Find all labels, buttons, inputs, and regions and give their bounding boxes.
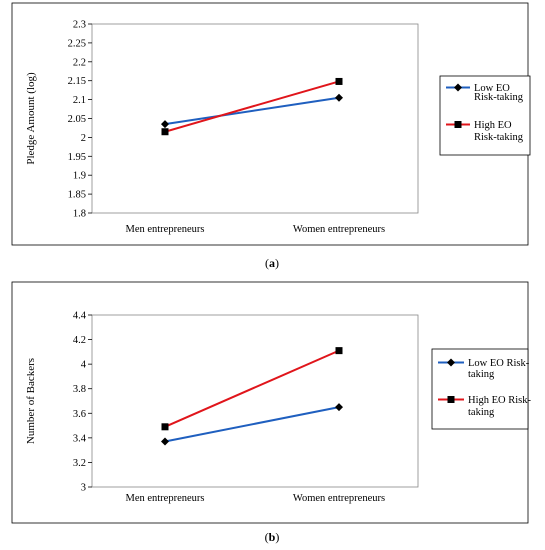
legend-label: taking	[468, 407, 495, 418]
y-tick-label: 2.15	[68, 76, 86, 87]
legend-marker	[454, 121, 462, 128]
legend-label: High EO	[474, 120, 512, 131]
y-tick-label: 2.3	[73, 20, 86, 31]
y-tick-label: 4.4	[73, 311, 87, 322]
series-line	[164, 80, 340, 133]
panel-label: (b)	[265, 530, 280, 544]
y-axis-label: Pledge Amount (log)	[25, 72, 37, 165]
y-tick-label: 2.1	[73, 95, 86, 106]
data-point	[161, 437, 169, 446]
data-point	[161, 120, 169, 129]
plot-area	[91, 314, 419, 488]
legend-label: Risk-taking	[474, 92, 524, 103]
x-tick-label: Women entrepreneurs	[293, 493, 385, 504]
y-tick-label: 3.6	[73, 409, 86, 420]
data-point	[335, 93, 343, 102]
legend-marker	[447, 396, 455, 403]
legend-label: taking	[468, 369, 495, 380]
data-point	[161, 423, 169, 431]
plot-area	[91, 23, 419, 214]
legend-label: Risk-taking	[474, 132, 524, 143]
legend-label: Low EO Risk-	[468, 358, 530, 369]
series-line	[164, 349, 340, 428]
y-tick-label: 1.8	[73, 209, 86, 220]
y-tick-label: 4.2	[73, 335, 86, 346]
y-tick-label: 1.9	[73, 171, 86, 182]
y-tick-label: 2.25	[68, 38, 86, 49]
legend-marker	[447, 358, 455, 367]
data-point	[335, 77, 343, 85]
y-tick-label: 3.4	[73, 433, 87, 444]
y-tick-label: 3	[81, 483, 86, 494]
y-tick-label: 1.95	[68, 152, 86, 163]
y-tick-label: 3.8	[73, 384, 86, 395]
series-line	[164, 406, 340, 443]
y-tick-label: 1.85	[68, 190, 86, 201]
y-tick-label: 3.2	[73, 458, 86, 469]
legend-label: High EO Risk-	[468, 395, 532, 406]
data-point	[335, 403, 343, 412]
x-tick-label: Men entrepreneurs	[125, 224, 204, 235]
series-line	[164, 96, 340, 126]
legend-box	[439, 75, 531, 156]
y-tick-label: 4	[81, 360, 87, 371]
legend-marker	[454, 83, 462, 92]
panel-label: (a)	[265, 256, 279, 270]
data-point	[335, 347, 343, 355]
x-tick-label: Women entrepreneurs	[293, 224, 385, 235]
y-tick-label: 2	[81, 133, 86, 144]
y-axis-label: Number of Backers	[25, 358, 37, 444]
data-point	[161, 128, 169, 136]
x-tick-label: Men entrepreneurs	[125, 493, 204, 504]
y-tick-label: 2.2	[73, 57, 86, 68]
y-tick-label: 2.05	[68, 114, 86, 125]
legend-label: Low EO	[474, 83, 510, 94]
